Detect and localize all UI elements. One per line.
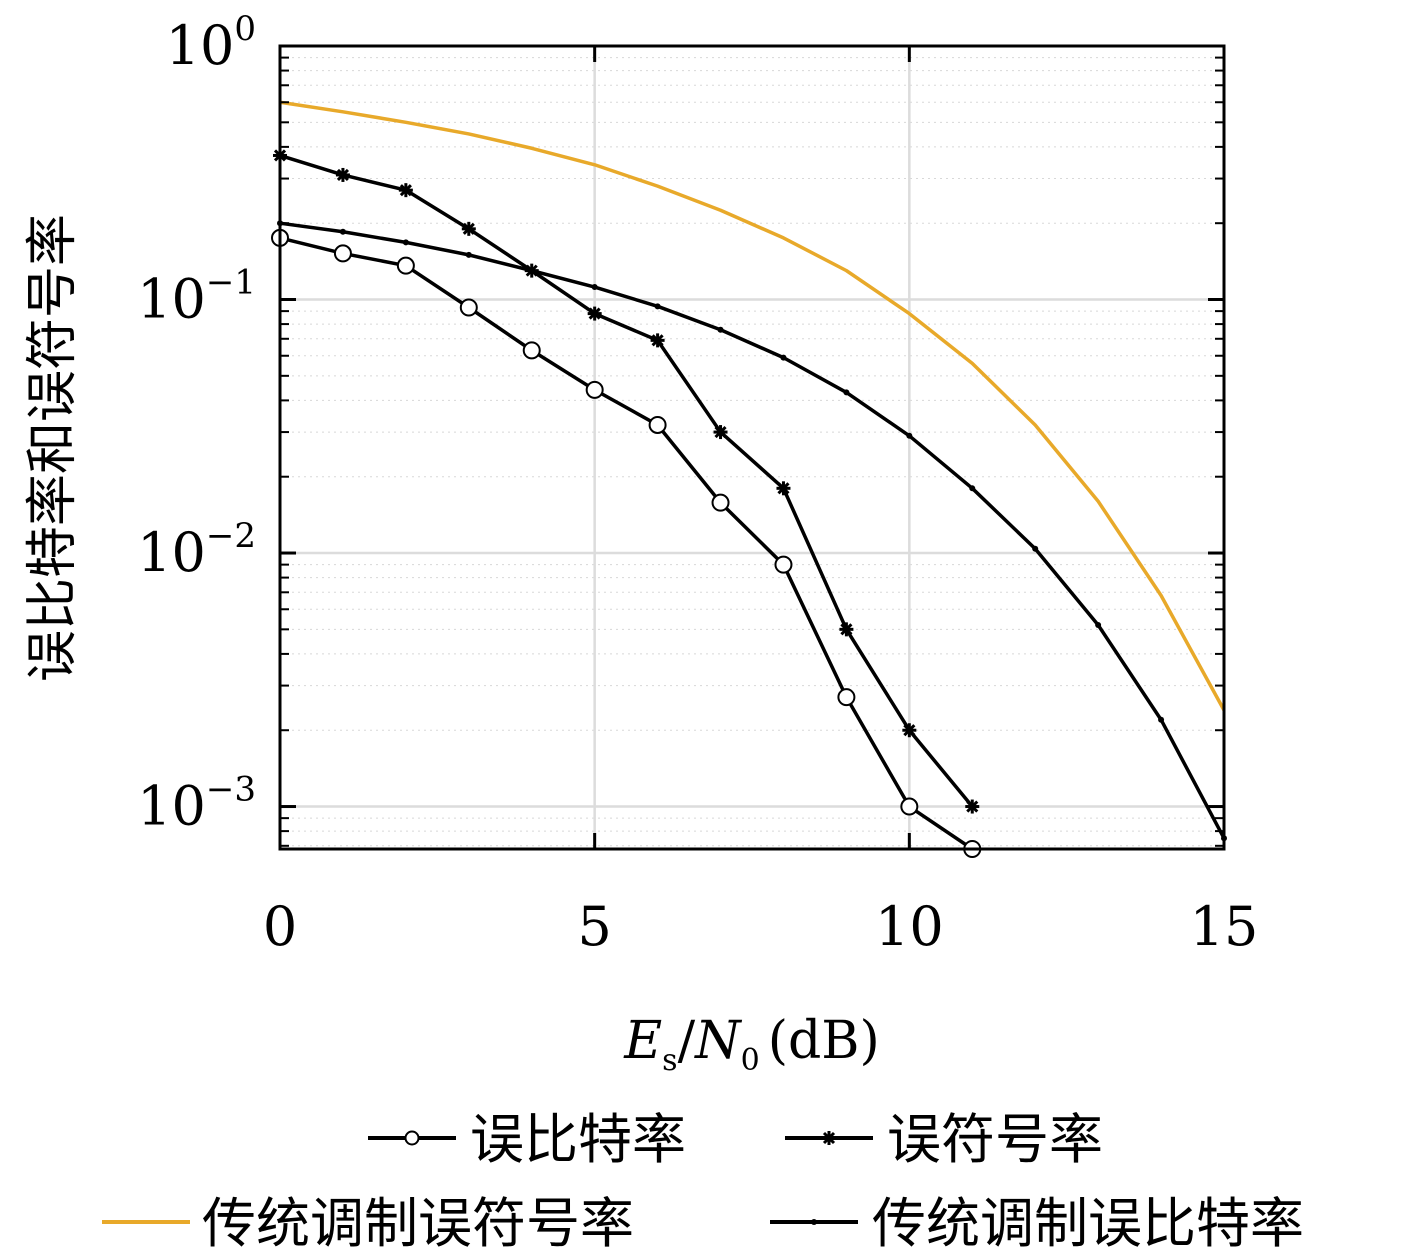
data-point [780,354,787,361]
series-line [279,153,974,808]
data-point [522,341,541,360]
legend-marker-ser [822,1131,836,1145]
data-point [906,432,913,439]
data-point [650,333,665,348]
x-title-unit: (dB) [768,1011,880,1071]
data-point [774,555,793,574]
data-point [843,389,850,396]
data-point [461,221,476,236]
series-line [279,236,974,851]
grid [278,44,1226,849]
data-point [591,284,598,291]
data-point [398,183,413,198]
data-point [837,688,856,707]
y-axis-title: 误比特率和误符号率 [23,214,83,682]
x-title-N: N [693,1011,742,1071]
data-point [839,622,854,637]
data-point [585,380,604,399]
y-tick-label: 10−2 [137,516,256,584]
x-title-E: E [623,1011,662,1071]
x-tick-label: 0 [263,895,297,958]
tick-marks [278,44,1226,849]
x-title-slash: / [678,1011,696,1071]
data-point [713,425,728,440]
legend-label-ser: 误符号率 [887,1108,1103,1171]
data-point [711,493,730,512]
series-layer [271,100,1227,858]
x-tick-labels: 0 5 10 15 [263,895,1259,958]
legend-marker-ber [404,1130,420,1146]
data-point [1032,545,1039,552]
data-point [459,298,478,317]
data-point [333,244,352,263]
series-line [279,221,1226,840]
data-point [654,303,661,310]
y-tick-label: 10−1 [137,263,256,331]
data-point [528,267,535,274]
data-point [648,415,667,434]
data-point [1095,622,1102,629]
data-point [335,167,350,182]
data-point [587,306,602,321]
x-axis-title: Es/N0 (dB) [623,1011,880,1078]
data-point [969,485,976,492]
data-point [339,228,346,235]
legend-label-trad-ber: 传统调制误比特率 [872,1192,1304,1255]
series-line [279,100,1226,711]
y-tick-label: 100 [166,9,256,77]
data-point [717,326,724,333]
series-2 [279,100,1226,711]
x-tick-label: 15 [1190,895,1259,958]
x-tick-label: 5 [577,895,611,958]
data-point [902,723,917,738]
data-point [900,797,919,816]
data-point [1158,716,1165,723]
legend-label-ber: 误比特率 [470,1108,686,1171]
data-point [776,481,791,496]
y-tick-labels: 100 10−1 10−2 10−3 [137,9,256,838]
data-point [965,799,980,814]
y-tick-label: 10−3 [137,770,256,838]
x-tick-label: 10 [875,895,944,958]
data-point [402,239,409,246]
x-title-sub-0: 0 [741,1043,760,1078]
data-point [396,256,415,275]
legend: 误比特率 误符号率 传统调制误符号率 传统调制误比特率 [102,1108,1304,1255]
series-1 [273,148,980,814]
x-title-sub-s: s [662,1043,677,1078]
data-point [465,251,472,258]
plot-frame [278,44,1226,851]
legend-label-trad-ser: 传统调制误符号率 [202,1192,634,1255]
legend-marker-trad-ber [811,1219,817,1225]
series-3 [277,220,1227,842]
